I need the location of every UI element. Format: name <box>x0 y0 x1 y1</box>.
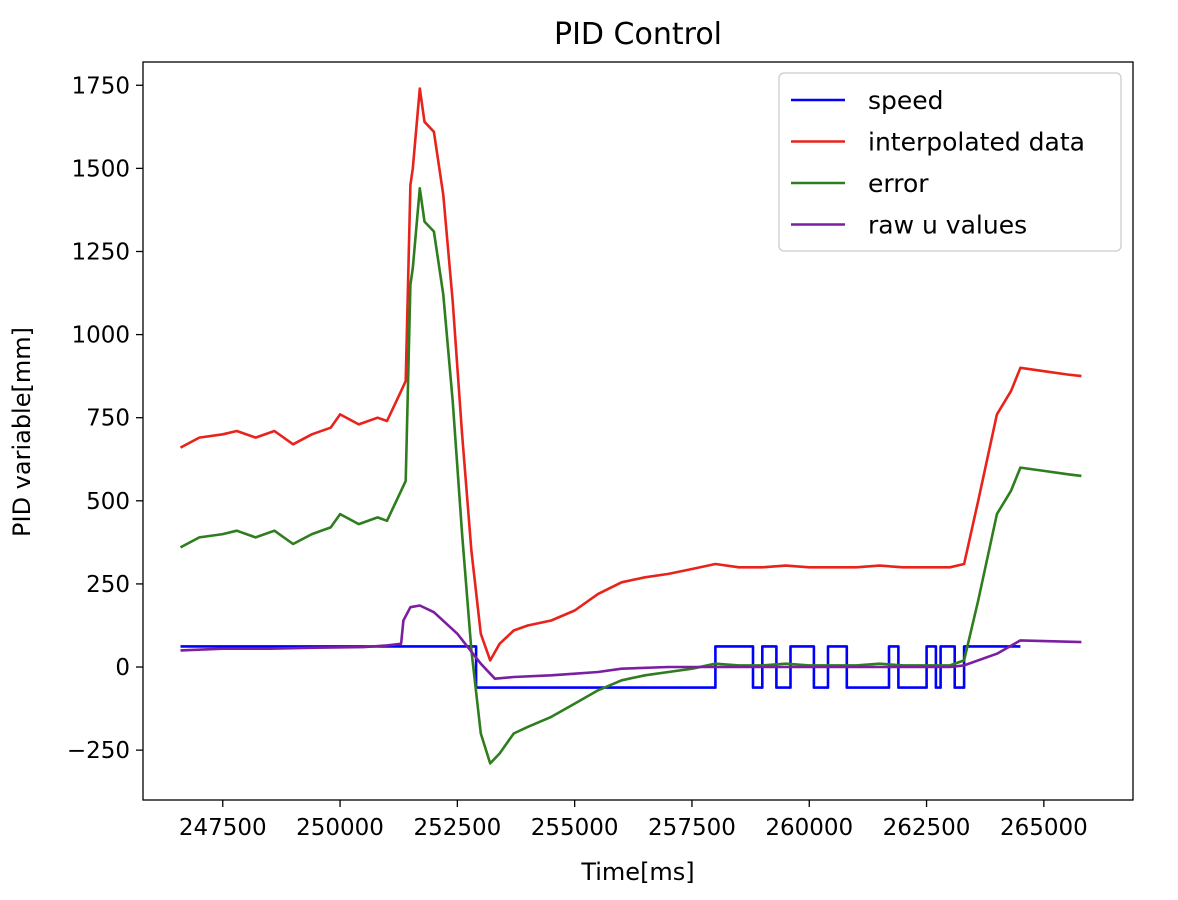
legend-entry: raw u values <box>868 211 1027 240</box>
legend-entry: error <box>868 169 929 198</box>
y-tick-label: 250 <box>86 572 130 598</box>
y-axis-label: PID variable[mm] <box>8 327 36 537</box>
legend: speed interpolated data error raw u values <box>778 72 1122 252</box>
x-tick-label: 247500 <box>179 815 267 841</box>
x-tick-label: 262500 <box>883 815 971 841</box>
y-tick-label: 1250 <box>71 239 130 265</box>
legend-entry: speed <box>868 86 944 115</box>
y-tick-label: 1750 <box>71 73 130 99</box>
series-line-interpolated-data <box>179 87 1082 662</box>
x-tick-label: 255000 <box>531 815 619 841</box>
y-tick-label: 500 <box>86 489 130 515</box>
y-tick-label: 1500 <box>71 156 130 182</box>
x-tick-label: 265000 <box>1000 815 1088 841</box>
x-tick-label: 257500 <box>648 815 736 841</box>
x-tick-label: 250000 <box>296 815 384 841</box>
chart-title: PID Control <box>554 17 722 52</box>
y-tick-label: 750 <box>86 406 130 432</box>
legend-box <box>778 72 1122 252</box>
y-tick-label: 0 <box>115 655 130 681</box>
series-line-error <box>179 187 1082 765</box>
x-axis-label: Time[ms] <box>580 858 694 886</box>
series-line-raw-u-values <box>180 604 1082 681</box>
series-layer <box>179 87 1082 765</box>
legend-entry: interpolated data <box>868 128 1085 157</box>
x-tick-label: 252500 <box>413 815 501 841</box>
y-tick-label: −250 <box>67 738 130 764</box>
y-tick-label: 1000 <box>71 323 130 349</box>
ticks-layer: 247500 250000 252500 255000 257500 260000 2625… <box>67 73 1088 841</box>
x-tick-label: 260000 <box>765 815 853 841</box>
plot-frame <box>142 61 1134 801</box>
